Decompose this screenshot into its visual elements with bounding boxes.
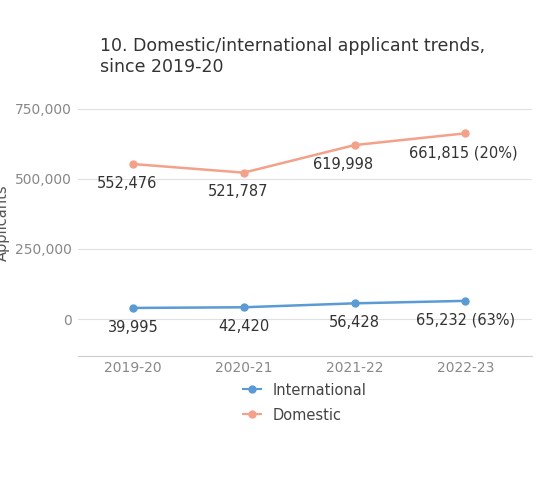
Text: 661,815 (20%): 661,815 (20%) <box>409 145 517 160</box>
Text: 39,995: 39,995 <box>107 320 158 335</box>
Y-axis label: Applicants: Applicants <box>0 184 9 261</box>
Text: 42,420: 42,420 <box>218 319 269 334</box>
Text: 56,428: 56,428 <box>329 315 380 330</box>
Text: 10. Domestic/international applicant trends,
since 2019-20: 10. Domestic/international applicant tre… <box>100 38 485 76</box>
Text: 552,476: 552,476 <box>98 176 157 191</box>
Text: 65,232 (63%): 65,232 (63%) <box>416 313 515 328</box>
Text: 521,787: 521,787 <box>208 184 269 200</box>
Text: 619,998: 619,998 <box>314 157 373 172</box>
Legend: International, Domestic: International, Domestic <box>243 383 366 423</box>
